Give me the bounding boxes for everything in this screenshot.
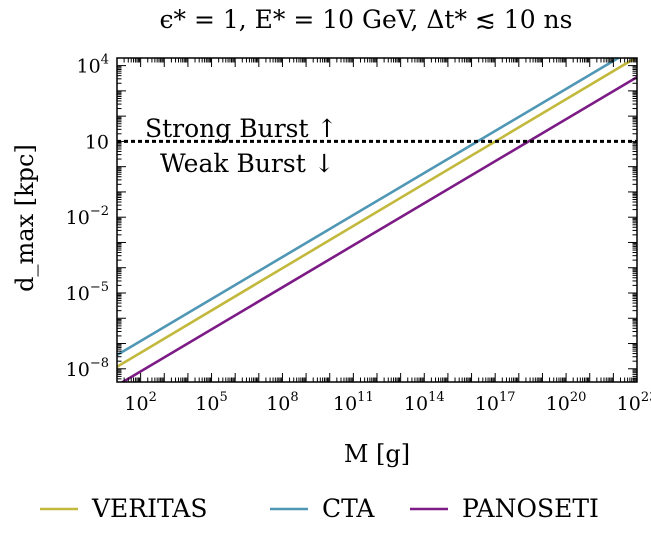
series-line-cta	[117, 58, 621, 357]
y-tick-label: 104	[77, 53, 109, 78]
major-ticks	[116, 58, 638, 382]
x-tick-label: 1011	[333, 390, 374, 415]
legend-item-cta: CTA	[270, 494, 375, 523]
weak-burst-annotation: Weak Burst ↓	[160, 149, 335, 178]
legend-label: CTA	[322, 494, 375, 523]
y-tick-label: 10−5	[66, 280, 109, 305]
x-tick-label: 108	[266, 390, 298, 415]
y-tick-label: 10−8	[66, 356, 109, 381]
y-axis-label: d_max [kpc]	[11, 144, 39, 292]
y-tick-labels: 10−8 10−5 10−2 10 104	[66, 53, 109, 381]
series-line-panoseti	[120, 76, 637, 382]
legend-label: PANOSETI	[462, 494, 599, 523]
minor-ticks	[117, 57, 637, 383]
plot-frame	[116, 57, 638, 383]
legend-label: VERITAS	[91, 494, 208, 523]
series-line-veritas	[117, 58, 637, 368]
plot-lines	[117, 58, 637, 382]
y-tick-label: 10−2	[66, 204, 109, 229]
x-tick-labels: 102 105 108 1011 1014 1017 1020 1023	[124, 390, 651, 415]
x-tick-label: 1017	[475, 390, 516, 415]
chart-title: ϵ* = 1, E* = 10 GeV, Δt* ≲ 10 ns	[160, 5, 573, 34]
x-tick-label: 105	[195, 390, 227, 415]
legend: VERITAS CTA PANOSETI	[40, 494, 599, 523]
x-tick-label: 1020	[546, 390, 587, 415]
legend-item-veritas: VERITAS	[40, 494, 208, 523]
strong-burst-annotation: Strong Burst ↑	[145, 114, 337, 143]
x-tick-label: 1014	[404, 390, 445, 415]
x-tick-label: 1023	[617, 390, 651, 415]
x-tick-label: 102	[124, 390, 156, 415]
y-tick-label: 10	[85, 131, 109, 153]
x-axis-label: M [g]	[344, 440, 410, 468]
legend-item-panoseti: PANOSETI	[410, 494, 599, 523]
